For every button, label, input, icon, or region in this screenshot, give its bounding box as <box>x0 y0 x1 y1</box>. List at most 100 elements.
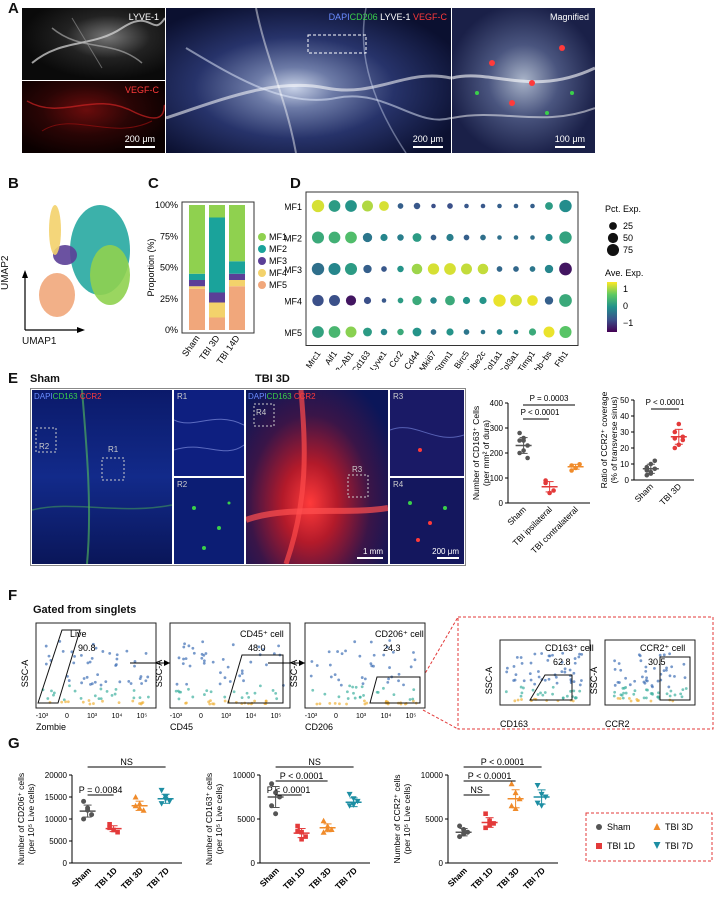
g-ytick-label: 5000 <box>425 815 443 824</box>
f-xlabel: CD45 <box>170 722 193 730</box>
f-event <box>568 668 572 672</box>
f-event <box>58 640 62 643</box>
e-tbi-zoom-r4: R4 200 μm <box>390 478 464 564</box>
f-event <box>101 650 105 653</box>
f-event <box>649 699 653 703</box>
ylabel: Number of CD163⁺ Cells <box>471 406 481 500</box>
f-event <box>337 678 341 682</box>
d-dot <box>529 266 536 272</box>
f-event <box>536 693 540 696</box>
panel-label-d: D <box>290 175 301 192</box>
e-r1-marker: R1 <box>108 445 119 454</box>
scale-left-label: 200 μm <box>124 134 155 144</box>
d-pct-legend-label: 25 <box>623 221 633 231</box>
f-event <box>520 691 524 695</box>
e-image-frame <box>30 388 466 566</box>
e-tbi-image: DAPICD163 CCR2 R4 R3 1 mm <box>246 390 388 564</box>
e1-p2-label: P = 0.0003 <box>530 394 569 403</box>
g-stat-label: NS <box>470 785 483 795</box>
d-gene-label: Lyve1 <box>368 349 389 370</box>
ytick-label: 300 <box>490 424 504 433</box>
d-pct-legend-label: 75 <box>623 245 633 255</box>
f-event <box>667 685 671 689</box>
d-dot <box>445 295 455 306</box>
f-event <box>397 672 401 676</box>
d-dot <box>544 296 554 305</box>
g-point <box>111 827 116 833</box>
c-frame <box>181 201 255 334</box>
d-dot <box>312 326 324 338</box>
f-event <box>392 693 396 697</box>
f-event <box>97 697 101 700</box>
f-gate <box>659 656 691 701</box>
f-event <box>547 677 551 681</box>
f-event <box>621 686 625 690</box>
d-dot <box>496 329 503 335</box>
e-sham-zoom-r2: R2 <box>174 478 244 564</box>
g-xtick-label: Sham <box>70 865 94 889</box>
f-event <box>62 698 66 702</box>
f-event <box>132 689 136 692</box>
f-event <box>641 675 644 679</box>
d-cluster-label: MF2 <box>285 234 302 244</box>
g-point <box>350 796 357 802</box>
g-point <box>457 823 463 829</box>
f-event <box>253 691 257 695</box>
f-event <box>108 651 112 655</box>
g-ytick-label: 20000 <box>45 771 68 780</box>
g-point <box>158 801 165 807</box>
micrograph-lyve1: LYVE-1 <box>22 8 165 80</box>
e1-p1-label: P < 0.0001 <box>521 408 560 417</box>
f-event <box>265 663 268 667</box>
e-sham-ccr2: CCR2 <box>79 392 102 401</box>
d-dot <box>381 266 387 272</box>
f-event <box>209 690 213 694</box>
d-dot <box>559 294 572 307</box>
e-r4-texture <box>408 501 447 542</box>
d-dot <box>311 231 325 244</box>
d-dot <box>461 263 472 275</box>
f-event <box>328 701 332 705</box>
f-event <box>649 692 653 695</box>
d-dot <box>328 200 341 212</box>
f-event <box>346 697 350 700</box>
g-point <box>136 805 143 811</box>
g-point <box>107 821 112 827</box>
e-sham-cd163: CD163 <box>52 392 78 401</box>
f-event <box>386 680 390 684</box>
g-xtick-label: TBI 1D <box>469 865 495 891</box>
f-event <box>191 695 195 699</box>
f-event <box>185 682 189 686</box>
f-event <box>113 692 117 696</box>
data-point <box>644 464 650 470</box>
f-event <box>82 677 86 680</box>
g-point <box>538 803 545 809</box>
d-dot <box>413 202 421 210</box>
data-point <box>525 455 530 461</box>
f-gate-pct: 24.3 <box>383 643 401 653</box>
d-dot <box>363 327 372 337</box>
umap-cluster-mf5 <box>39 273 75 317</box>
d-cluster-label: MF3 <box>285 265 302 275</box>
data-point <box>680 437 686 443</box>
ylabel-sub: (% of transverse sinus) <box>609 396 619 483</box>
f-event <box>519 685 523 689</box>
f-event <box>94 646 98 650</box>
c-legend-label: MF2 <box>269 244 287 254</box>
f-event <box>140 701 144 705</box>
e-r4-label: R4 <box>393 480 404 489</box>
data-point <box>672 429 678 435</box>
f-event <box>231 643 235 647</box>
g-ylabel-sub: (per 10⁵ Live cells) <box>402 784 412 855</box>
f-event <box>537 675 541 679</box>
data-point <box>569 463 574 468</box>
f-event <box>668 652 672 656</box>
f-event <box>99 697 103 701</box>
f-event <box>572 680 576 683</box>
f-event <box>66 700 70 704</box>
f-event <box>146 695 150 699</box>
f-event <box>513 699 517 703</box>
f-event <box>146 675 150 679</box>
panel-label-a: A <box>8 0 19 17</box>
data-point <box>648 461 654 467</box>
